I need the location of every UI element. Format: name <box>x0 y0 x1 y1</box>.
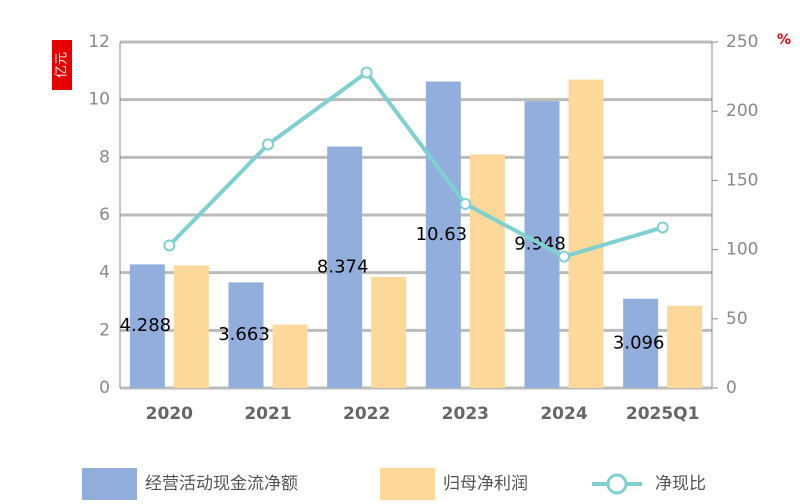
line <box>167 69 664 259</box>
legend-label: 归母净利润 <box>443 474 528 494</box>
x-tick-label: 2022 <box>343 404 390 424</box>
y-tick-label: 2 <box>99 320 110 340</box>
bar <box>623 298 659 388</box>
legend-swatch <box>380 468 435 500</box>
bar <box>371 276 407 388</box>
line-marker <box>459 197 472 210</box>
legend-label: 净现比 <box>655 474 706 494</box>
bar <box>272 324 308 388</box>
x-tick-label: 2020 <box>146 404 193 424</box>
data-label: 3.663 <box>218 324 270 345</box>
y-tick-label: 4 <box>99 263 110 283</box>
line-marker <box>163 239 176 252</box>
line-marker <box>558 250 570 263</box>
data-label: 8.374 <box>317 256 369 277</box>
y2-tick-label: 250 <box>726 32 758 52</box>
line-marker <box>360 66 373 79</box>
y-unit-box <box>52 40 72 90</box>
bar <box>469 154 505 388</box>
line-marker <box>262 138 274 151</box>
y2-tick-label: 200 <box>726 101 758 121</box>
bar <box>129 264 165 388</box>
legend-label: 经营活动现金流净额 <box>145 474 298 494</box>
bar <box>425 81 461 389</box>
y2-tick-label: 0 <box>726 378 737 398</box>
y-tick-label: 10 <box>88 90 110 110</box>
legend-swatch <box>82 468 137 500</box>
y-tick-label: 0 <box>99 378 110 398</box>
bar <box>327 146 363 388</box>
line-marker <box>656 221 669 234</box>
bar <box>667 305 703 388</box>
legend-marker <box>606 473 628 495</box>
bar <box>228 282 264 388</box>
y2-unit: % <box>777 32 791 48</box>
data-label: 10.63 <box>416 224 468 245</box>
x-tick-label: 2021 <box>244 404 291 424</box>
y-tick-label: 8 <box>99 147 110 167</box>
y-unit: 亿元 <box>55 52 70 78</box>
y2-tick-label: 150 <box>726 170 758 190</box>
data-label: 4.288 <box>120 315 172 336</box>
x-tick-label: 2025Q1 <box>626 404 700 424</box>
data-label: 3.096 <box>613 332 665 353</box>
y-tick-label: 6 <box>99 205 110 225</box>
bar <box>568 79 604 388</box>
y-tick-label: 12 <box>88 32 110 52</box>
y2-tick-label: 50 <box>726 309 748 329</box>
x-tick-label: 2023 <box>442 404 489 424</box>
x-tick-label: 2024 <box>540 404 587 424</box>
bar <box>173 265 209 388</box>
y2-tick-label: 100 <box>726 240 758 260</box>
